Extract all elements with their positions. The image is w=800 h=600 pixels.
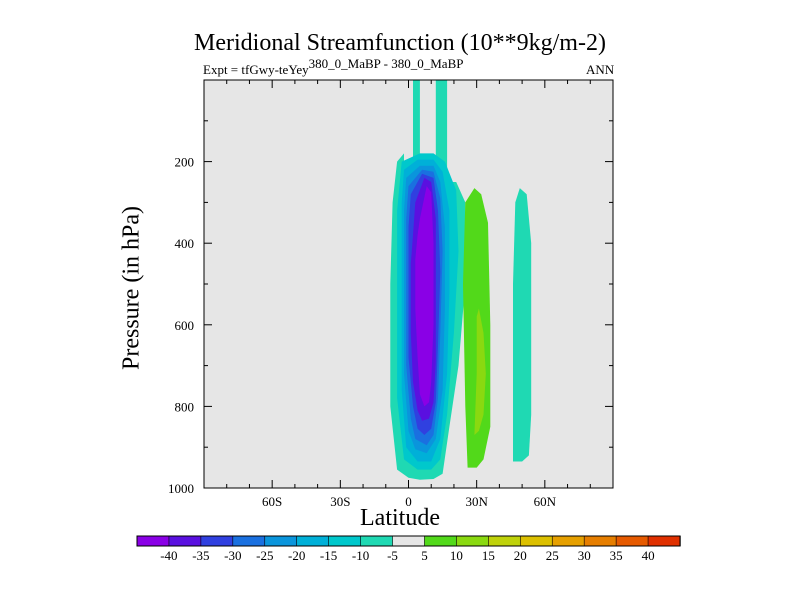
colorbar-swatch-15	[615, 535, 649, 547]
colorbar-swatch-2	[200, 535, 234, 547]
colorbar-swatch-7	[360, 535, 394, 547]
experiment-label: Expt = tfGwy-teYey380_0_MaBP - 380_0_MaB…	[203, 56, 463, 78]
colorbar-label-3: -25	[256, 548, 273, 563]
x-tick-label-2: 0	[405, 494, 412, 509]
x-tick-label-4: 60N	[534, 494, 557, 509]
colorbar-swatch-4	[264, 535, 298, 547]
y-tick-label-2: 600	[175, 318, 195, 333]
colorbar-frame	[136, 535, 681, 547]
y-tick-label-1: 400	[175, 236, 195, 251]
x-tick-label-0: 60S	[262, 494, 282, 509]
colorbar-label-13: 30	[578, 548, 591, 563]
x-tick-label-3: 30N	[465, 494, 488, 509]
colorbar-swatch-5	[296, 535, 330, 547]
colorbar-swatch-0	[136, 535, 170, 547]
contour-region-9	[474, 308, 486, 435]
colorbar-label-8: 5	[421, 548, 428, 563]
season-label: ANN	[586, 62, 615, 77]
x-tick-label-1: 30S	[330, 494, 350, 509]
experiment-name: Expt = tfGwy-teYey	[203, 62, 309, 77]
y-tick-label-4: 1000	[168, 481, 194, 496]
x-axis-label: Latitude	[360, 505, 440, 531]
colorbar-label-11: 20	[514, 548, 527, 563]
colorbar-swatch-12	[519, 535, 553, 547]
colorbar-label-6: -10	[352, 548, 369, 563]
chart-title: Meridional Streamfunction (10**9kg/m-2)	[194, 30, 606, 56]
y-tick-label-0: 200	[175, 155, 195, 170]
colorbar-swatch-11	[488, 535, 521, 547]
y-tick-label-3: 800	[175, 399, 195, 414]
colorbar-label-15: 40	[642, 548, 655, 563]
colorbar-swatch-13	[551, 535, 585, 547]
colorbar-label-7: -5	[387, 548, 398, 563]
experiment-difference: 380_0_MaBP - 380_0_MaBP	[308, 56, 464, 71]
colorbar-label-9: 10	[450, 548, 463, 563]
colorbar-swatch-14	[583, 535, 617, 547]
colorbar-swatch-9	[424, 535, 458, 547]
contour-region-7	[415, 186, 434, 407]
colorbar-swatch-6	[328, 535, 362, 547]
colorbar-label-0: -40	[160, 548, 177, 563]
colorbar-label-10: 15	[482, 548, 495, 563]
colorbar-swatch-10	[456, 535, 490, 547]
colorbar-swatch-1	[168, 535, 202, 547]
colorbar-label-5: -15	[320, 548, 337, 563]
contour-region-10	[513, 188, 532, 462]
colorbar-label-4: -20	[288, 548, 305, 563]
axis-ticks: 60S 30S 0 30N 60N 200 400 600 800 1000	[168, 80, 614, 509]
colorbar-swatch-8	[392, 535, 426, 547]
colorbar-label-1: -35	[192, 548, 209, 563]
colorbar-label-2: -30	[224, 548, 241, 563]
colorbar-swatch-3	[232, 535, 266, 547]
colorbar-label-12: 25	[546, 548, 559, 563]
colorbar-swatch-16	[647, 535, 681, 547]
colorbar-label-14: 35	[610, 548, 623, 563]
colorbar: -40 -35 -30 -25 -20 -15 -10 -5 5 10 15 20 25 30 35 40	[136, 535, 681, 563]
contour-fills	[390, 80, 532, 488]
